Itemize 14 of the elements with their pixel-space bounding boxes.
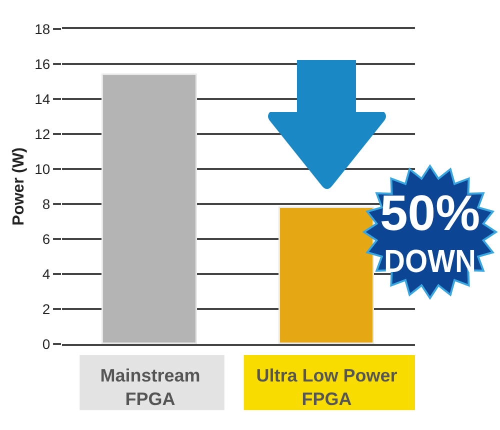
y-tick-label: 10 [34, 160, 50, 177]
x-tick-label: Ultra Low Power FPGA [256, 366, 398, 409]
y-tick-label: 12 [34, 126, 50, 142]
annotation: 50% DOWN [380, 185, 486, 279]
y-tick-label: 14 [34, 90, 50, 107]
y-tick-label: 6 [42, 230, 50, 247]
x-tick-label: Mainstream FPGA [100, 366, 200, 409]
y-tick-label: 8 [42, 196, 50, 212]
y-axis-title: Power (W) [10, 147, 28, 226]
y-tick-label: 18 [34, 20, 50, 37]
y-tick-label: 2 [42, 300, 50, 317]
y-tick-label: 4 [42, 266, 50, 282]
y-tick-label: 16 [34, 56, 50, 72]
y-tick-label: 0 [42, 336, 50, 352]
